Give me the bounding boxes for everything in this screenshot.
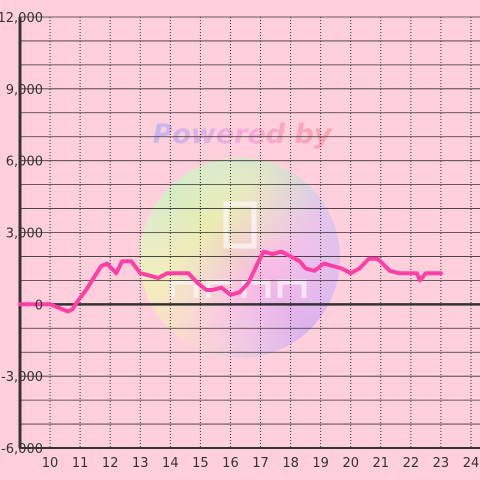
y-tick-label: 0 [35,298,43,313]
x-tick-label: 10 [42,456,59,471]
watermark-logo: Powered by [140,119,340,358]
x-tick-label: 22 [403,456,420,471]
series-layer [18,249,443,314]
y-tick-label: 3,000 [6,227,43,242]
x-tick-label: 21 [373,456,390,471]
watermark-glyphs [169,201,307,298]
x-tick-label: 24 [463,456,480,471]
watermark-text: Powered by [153,119,333,150]
x-tick-label: 11 [72,456,89,471]
x-tick-label: 17 [252,456,269,471]
x-tick-label: 13 [132,456,149,471]
y-tick-label: 6,000 [6,155,43,170]
x-tick-label: 14 [162,456,179,471]
tick-labels: -6,000 -3,000 0 3,000 6,000 9,000 12,000 10 11 12… [0,11,479,471]
x-tick-label: 16 [222,456,239,471]
x-tick-label: 12 [102,456,119,471]
grid [20,16,480,449]
y-tick-label: -3,000 [1,370,43,385]
y-tick-label: -6,000 [1,442,43,457]
axes [18,17,480,449]
series-line [18,249,443,314]
x-tick-label: 20 [342,456,359,471]
watermark-circle-overlay [140,158,340,358]
x-tick-label: 23 [433,456,450,471]
y-tick-label: 12,000 [0,11,43,26]
x-tick-label: 18 [282,456,299,471]
x-tick-label: 19 [312,456,329,471]
x-tick-label: 15 [192,456,209,471]
y-tick-label: 9,000 [6,83,43,98]
